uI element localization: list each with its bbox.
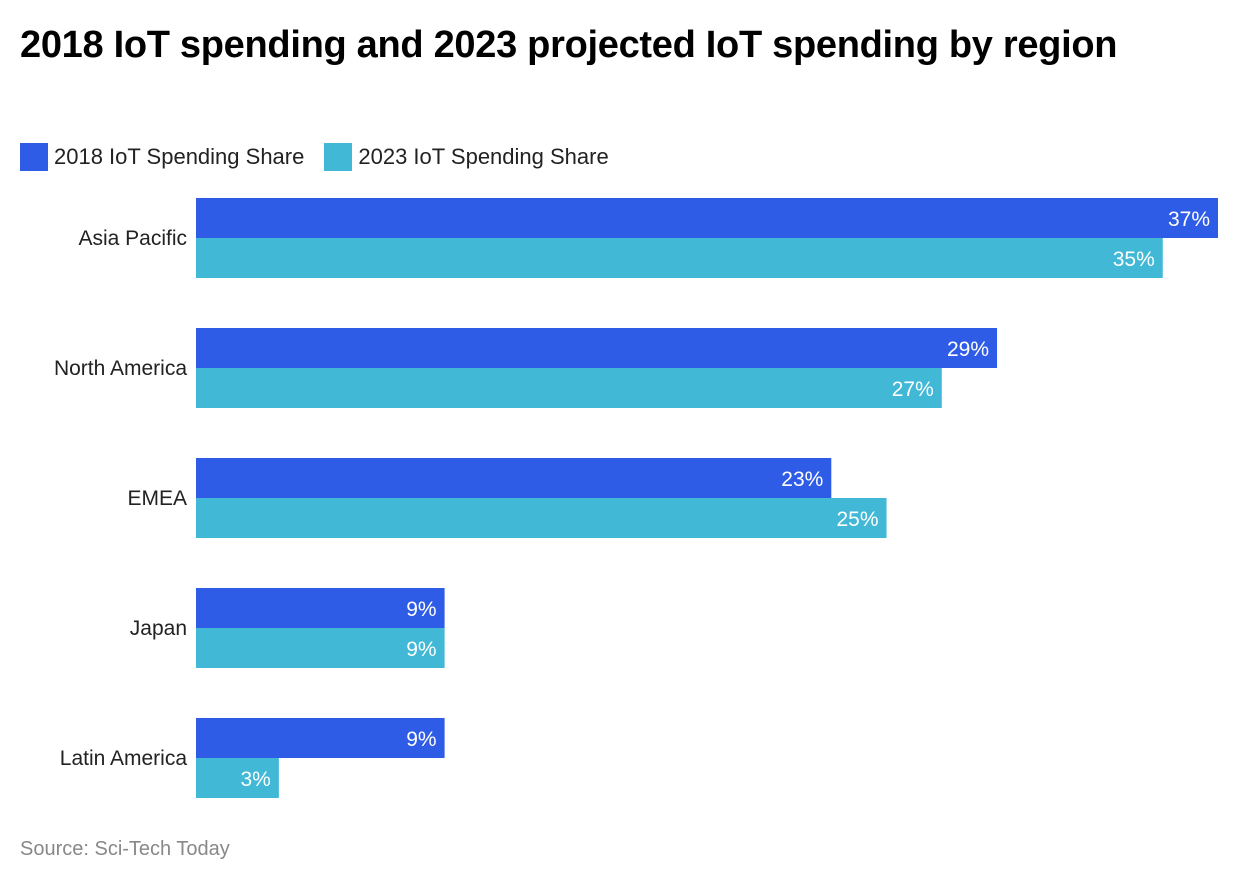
bar-2023	[196, 498, 887, 538]
data-label: 9%	[406, 598, 436, 621]
data-label: 3%	[241, 768, 271, 791]
bar-2023	[196, 368, 942, 408]
legend-swatch-2018	[20, 143, 48, 171]
data-label: 9%	[406, 638, 436, 661]
bar-2023	[196, 758, 279, 798]
bar-group: Latin America 9% 3%	[60, 718, 445, 798]
bar-group: North America 29% 27%	[54, 328, 998, 408]
bar-group: EMEA 23% 25%	[127, 458, 887, 538]
bar-2023	[196, 238, 1163, 278]
legend-swatch-2023	[324, 143, 353, 171]
data-label: 25%	[837, 508, 879, 531]
source-note: Source: Sci-Tech Today	[20, 838, 230, 860]
bar-2018	[196, 458, 832, 498]
data-label: 29%	[947, 338, 989, 361]
data-label: 37%	[1168, 208, 1210, 231]
data-label: 27%	[892, 378, 934, 401]
data-label: 23%	[781, 468, 823, 491]
bar-2023	[196, 628, 445, 668]
data-label: 9%	[406, 728, 436, 751]
bar-2018	[196, 328, 998, 368]
category-label: EMEA	[127, 487, 187, 510]
bar-2018	[196, 588, 445, 628]
legend-item-2023: 2023 IoT Spending Share	[324, 143, 609, 171]
category-label: Japan	[130, 617, 187, 640]
category-label: North America	[54, 357, 187, 380]
category-label: Latin America	[60, 747, 188, 770]
legend-item-2018: 2018 IoT Spending Share	[20, 143, 304, 171]
category-label: Asia Pacific	[78, 227, 187, 250]
bar-group: Japan 9% 9%	[130, 588, 445, 668]
bar-group: Asia Pacific 37% 35%	[78, 198, 1218, 278]
legend: 2018 IoT Spending Share 2023 IoT Spendin…	[20, 143, 629, 171]
bar-2018	[196, 198, 1218, 238]
chart-title: 2018 IoT spending and 2023 projected IoT…	[20, 24, 1118, 66]
bar-2018	[196, 718, 445, 758]
legend-label-2018: 2018 IoT Spending Share	[54, 144, 305, 169]
legend-label-2023: 2023 IoT Spending Share	[358, 144, 609, 169]
data-label: 35%	[1113, 248, 1155, 271]
